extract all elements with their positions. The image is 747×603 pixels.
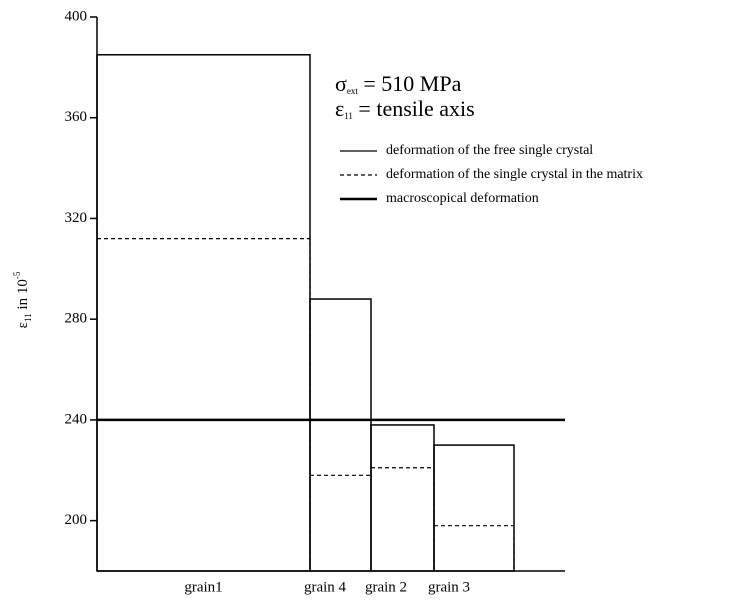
annotation-text: = tensile axis	[353, 96, 475, 121]
y-label-text: in 10	[15, 279, 31, 313]
y-label-sub: 11	[23, 313, 33, 322]
annotation-sub: ext	[347, 86, 358, 96]
y-tick-label: 200	[65, 512, 88, 528]
matrix-bar	[97, 238, 311, 571]
matrix-bar	[310, 474, 372, 571]
y-tick-label: 320	[65, 210, 88, 226]
legend-label: macroscopical deformation	[386, 191, 539, 206]
y-tick-label: 360	[65, 109, 88, 125]
matrix-bar	[434, 525, 515, 571]
annotation-symbol: σ	[335, 71, 347, 96]
y-label-sup: -5	[12, 271, 22, 279]
annotation-text: = 510 MPa	[358, 71, 462, 96]
x-tick-label: grain 2	[365, 579, 407, 595]
y-tick-label: 280	[65, 311, 88, 327]
y-axis-label: ε11 in 10-5	[12, 271, 33, 328]
free-bar	[309, 298, 372, 572]
free-bar	[96, 54, 311, 572]
matrix-bar	[371, 467, 435, 571]
annotation: σext = 510 MPa	[335, 71, 462, 96]
x-tick-label: grain1	[184, 579, 222, 595]
legend-label: deformation of the free single crystal	[386, 143, 593, 158]
free-bar	[433, 444, 515, 572]
x-tick-label: grain 3	[428, 579, 470, 595]
y-tick-label: 400	[65, 8, 88, 24]
y-tick-label: 240	[65, 411, 88, 427]
annotation: ε11 = tensile axis	[335, 96, 475, 121]
annotation-symbol: ε	[335, 96, 344, 121]
legend-label: deformation of the single crystal in the…	[386, 167, 643, 182]
annotation-sub: 11	[344, 111, 353, 121]
x-tick-label: grain 4	[304, 579, 347, 595]
free-bar	[370, 424, 435, 572]
y-label-symbol: ε	[15, 322, 31, 328]
